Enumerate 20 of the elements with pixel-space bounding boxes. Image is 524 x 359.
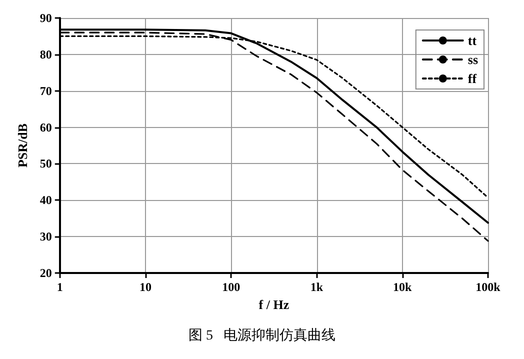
x-tick-label: 100 [222,280,240,294]
y-tick-label: 80 [40,47,52,62]
y-tick-label: 40 [40,193,52,208]
y-axis-title: PSR/dB [15,123,30,168]
y-tick-label: 60 [40,120,52,134]
caption: 图 5 电源抑制仿真曲线 [188,328,336,344]
x-tick-label: 100k [476,280,501,294]
x-tick-label: 1 [56,280,63,294]
x-tick-label: 10k [393,280,412,294]
legend-label: tt [468,33,478,48]
y-tick-label: 50 [40,156,52,171]
x-tick-label: 1k [310,280,324,294]
x-axis-title: f / Hz [258,296,290,312]
legend-label: ss [468,52,478,67]
y-tick-label: 90 [40,11,52,25]
legend-label: ff [468,71,478,86]
x-tick-label: 10 [140,280,152,294]
y-tick-label: 30 [40,230,52,244]
y-tick-label: 70 [40,84,52,98]
y-tick-label: 20 [40,266,52,280]
